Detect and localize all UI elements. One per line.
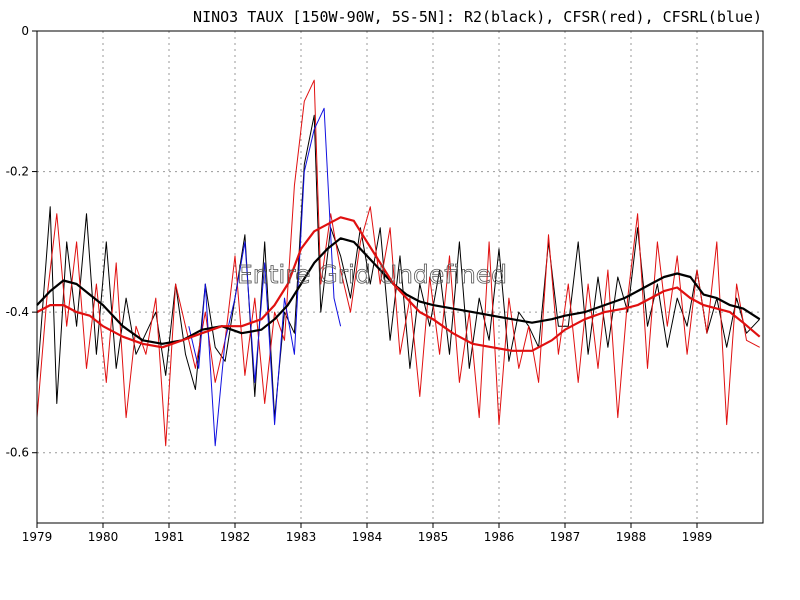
x-tick-label: 1988 bbox=[616, 530, 647, 544]
series-line-cfsr bbox=[36, 79, 760, 447]
x-tick-label: 1985 bbox=[418, 530, 449, 544]
y-tick-label: -0.6 bbox=[6, 446, 29, 460]
series-layer bbox=[36, 79, 761, 447]
grid-lines bbox=[37, 31, 763, 523]
x-tick-label: 1980 bbox=[88, 530, 119, 544]
y-tick-label: 0 bbox=[21, 24, 29, 38]
x-axis: 1979 1980 1981 1982 1983 1984 1985 1986 1987 1988… bbox=[22, 523, 713, 544]
series-line-cfsrl bbox=[188, 107, 342, 447]
x-tick-label: 1979 bbox=[22, 530, 53, 544]
x-tick-label: 1989 bbox=[682, 530, 713, 544]
x-tick-label: 1981 bbox=[154, 530, 185, 544]
overlay-text: Entire Grid Undefined bbox=[237, 260, 507, 289]
y-tick-label: -0.2 bbox=[6, 165, 29, 179]
x-tick-label: 1987 bbox=[550, 530, 581, 544]
x-tick-label: 1984 bbox=[352, 530, 383, 544]
y-axis: 0 -0.2 -0.4 -0.6 bbox=[6, 24, 37, 460]
y-tick-label: -0.4 bbox=[6, 305, 29, 319]
chart-title: NINO3 TAUX [150W-90W, 5S-5N]: R2(black),… bbox=[193, 8, 762, 26]
x-tick-label: 1983 bbox=[286, 530, 317, 544]
series-line-cfsr-running-mean bbox=[36, 216, 761, 352]
plot-frame bbox=[36, 30, 764, 524]
x-tick-label: 1986 bbox=[484, 530, 515, 544]
x-tick-label: 1982 bbox=[220, 530, 251, 544]
